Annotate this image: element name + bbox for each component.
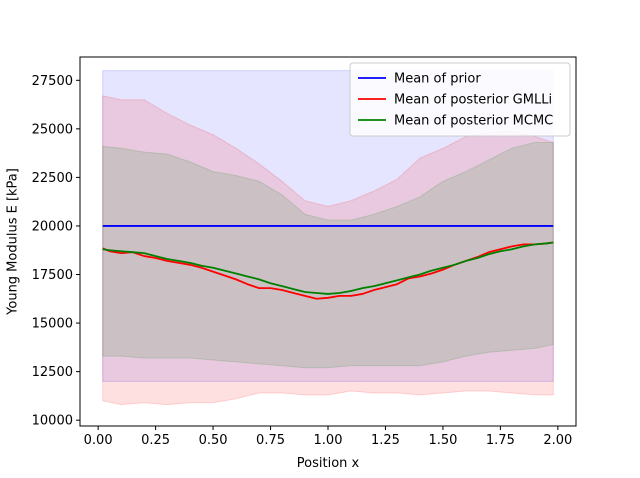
y-axis: 10000 12500 15000 17500 20000 22500 25000 27500 [32, 74, 80, 429]
series-line-gmlli-mean [102, 241, 554, 300]
x-tick-label: 2.00 [543, 433, 572, 448]
x-axis: 0.00 0.25 0.50 0.75 1.00 1.25 1.50 1.75 2.00 [84, 426, 572, 448]
y-tick-label: 22500 [32, 171, 73, 186]
legend: Mean of prior Mean of posterior GMLLi Mean… [349, 62, 571, 137]
legend-entry-label: Mean of posterior MCMC [394, 114, 553, 129]
legend-box [349, 62, 571, 137]
x-tick-label: 1.25 [371, 433, 400, 448]
series-line-mcmc-mean [102, 241, 554, 295]
x-axis-title: Position x [297, 456, 360, 471]
legend-entry-label: Mean of prior [394, 72, 481, 87]
x-tick-label: 0.25 [141, 433, 170, 448]
y-tick-label: 27500 [32, 74, 73, 89]
y-tick-label: 20000 [32, 219, 73, 234]
x-tick-label: 0.00 [84, 433, 113, 448]
y-tick-label: 10000 [32, 414, 73, 429]
band-mcmc [102, 141, 554, 369]
x-tick-label: 0.75 [256, 433, 285, 448]
x-tick-label: 1.00 [314, 433, 343, 448]
y-tick-label: 17500 [32, 268, 73, 283]
series-lines [102, 225, 554, 300]
x-tick-label: 0.50 [199, 433, 228, 448]
y-axis-title: Young Modulus E [kPa] [6, 168, 21, 316]
x-tick-label: 1.50 [428, 433, 457, 448]
x-tick-label: 1.75 [486, 433, 515, 448]
legend-entry-label: Mean of posterior GMLLi [394, 93, 552, 108]
y-tick-label: 12500 [32, 365, 73, 380]
y-tick-label: 25000 [32, 122, 73, 137]
band-gmlli [102, 95, 554, 406]
y-tick-label: 15000 [32, 317, 73, 332]
